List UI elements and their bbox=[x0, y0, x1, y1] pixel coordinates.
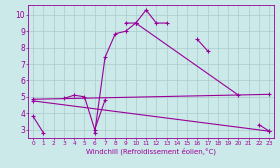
X-axis label: Windchill (Refroidissement éolien,°C): Windchill (Refroidissement éolien,°C) bbox=[86, 148, 216, 155]
